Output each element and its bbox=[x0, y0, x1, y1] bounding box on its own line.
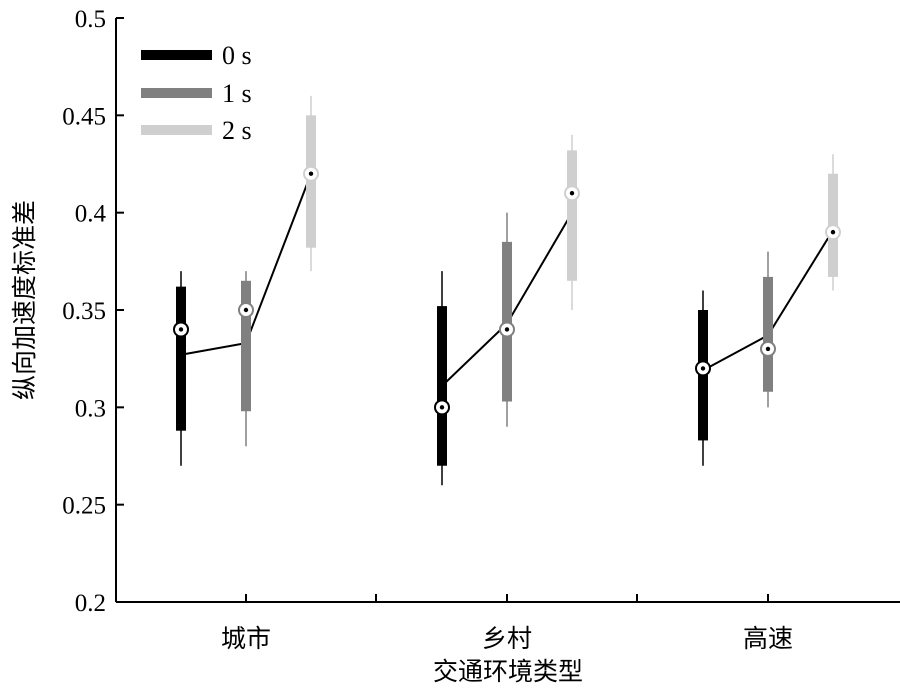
box-1s-1 bbox=[499, 212, 515, 427]
box bbox=[437, 306, 447, 466]
y-tick-label: 0.3 bbox=[75, 395, 106, 422]
median-dot bbox=[439, 405, 445, 410]
legend-label: 0 s bbox=[222, 41, 252, 70]
median-dot bbox=[700, 366, 706, 371]
box bbox=[763, 276, 773, 392]
x-tick-label: 城市 bbox=[221, 624, 271, 653]
box-1s-2 bbox=[760, 251, 776, 408]
y-tick-label: 0.4 bbox=[75, 201, 107, 228]
median-dot bbox=[178, 327, 184, 332]
box-2s-0 bbox=[303, 95, 319, 272]
y-tick-label: 0.35 bbox=[62, 298, 106, 325]
box bbox=[567, 150, 577, 281]
y-tick-label: 0.2 bbox=[75, 590, 106, 617]
y-tick-label: 0.5 bbox=[75, 6, 106, 33]
median-dot bbox=[243, 307, 249, 313]
median-dot bbox=[308, 171, 314, 176]
median-dot bbox=[504, 327, 510, 332]
box bbox=[241, 280, 251, 412]
x-tick-label: 高速 bbox=[743, 624, 793, 653]
median-dot bbox=[569, 191, 575, 196]
legend-label: 1 s bbox=[222, 79, 252, 108]
median-dot bbox=[765, 346, 771, 352]
legend-label: 2 s bbox=[222, 116, 252, 145]
x-tick-label: 乡村 bbox=[482, 624, 532, 653]
box-0s-0 bbox=[173, 271, 189, 466]
box-2s-2 bbox=[825, 154, 841, 291]
box-2s-1 bbox=[564, 134, 580, 310]
box bbox=[176, 286, 186, 431]
x-axis-title: 交通环境类型 bbox=[433, 657, 583, 686]
y-tick-label: 0.25 bbox=[62, 493, 106, 520]
box-1s-0 bbox=[238, 271, 254, 447]
box-0s-1 bbox=[434, 271, 450, 486]
median-dot bbox=[830, 229, 836, 235]
box-0s-2 bbox=[695, 290, 711, 466]
y-axis-title: 纵向加速度标准差 bbox=[10, 200, 39, 400]
y-tick-label: 0.45 bbox=[62, 103, 106, 130]
